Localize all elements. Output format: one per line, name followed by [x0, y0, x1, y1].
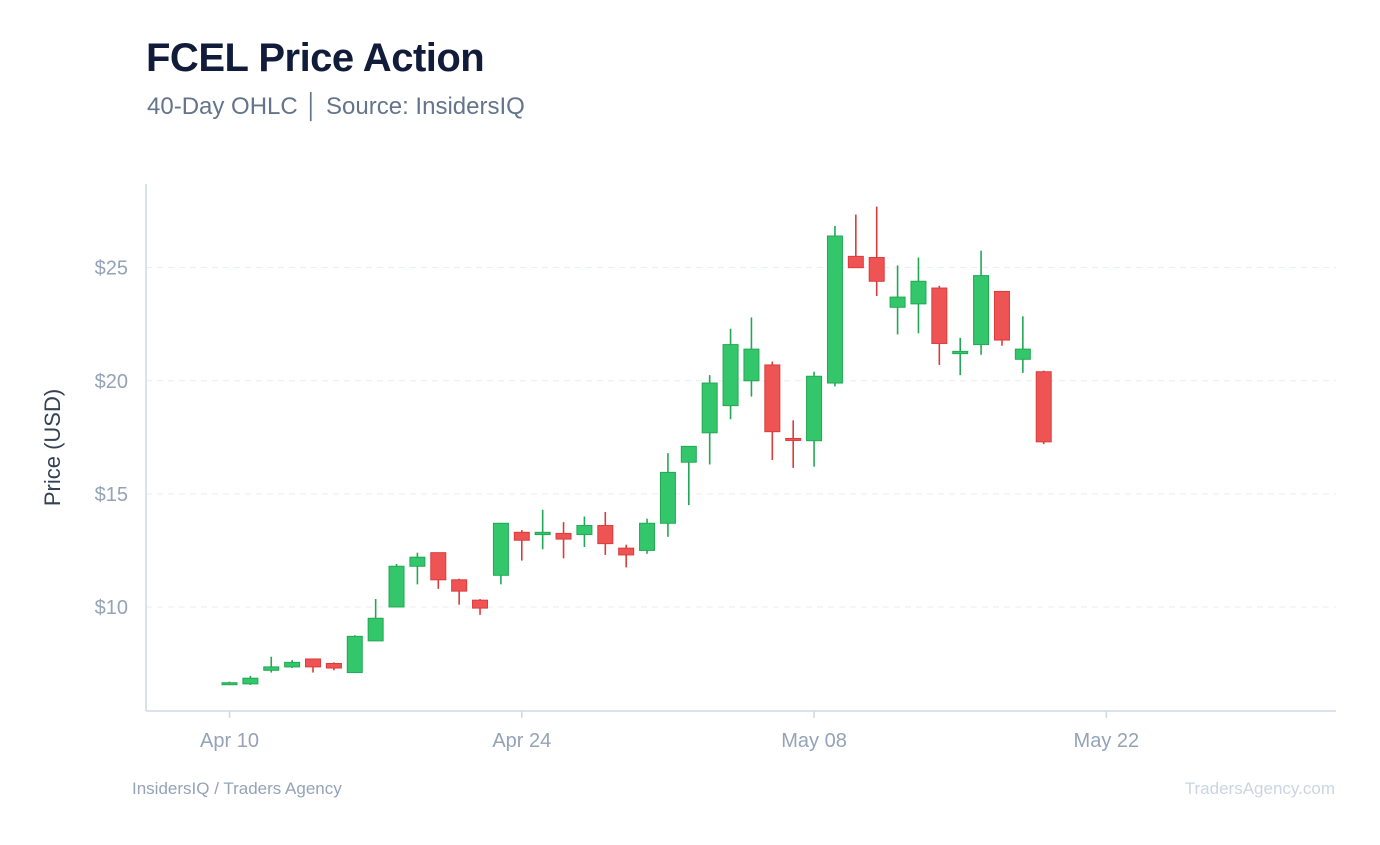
candle-body — [722, 344, 739, 407]
candle-up — [639, 518, 656, 554]
candle-up — [910, 257, 927, 334]
candle-body — [534, 531, 551, 536]
candle-down — [325, 662, 342, 671]
candle-up — [492, 522, 509, 585]
candle-body — [263, 666, 280, 671]
candle-up — [388, 563, 405, 608]
candle-up — [743, 317, 760, 397]
candle-up — [806, 371, 823, 467]
candle-up — [722, 328, 739, 420]
candle-body — [910, 280, 927, 305]
candle-down — [993, 290, 1010, 346]
candle-body — [785, 437, 802, 441]
candle-body — [346, 635, 363, 674]
candle-down — [555, 522, 572, 559]
candle-body — [367, 617, 384, 642]
candle-down — [931, 285, 948, 365]
candle-body — [492, 522, 509, 576]
candle-up — [576, 516, 593, 548]
candle-body — [576, 525, 593, 536]
candle-body — [847, 255, 864, 269]
candle-down — [764, 361, 781, 460]
candle-body — [325, 663, 342, 669]
candle-down — [451, 578, 468, 605]
candle-up — [242, 675, 259, 685]
candle-body — [889, 296, 906, 308]
candle-down — [847, 214, 864, 269]
footer-source: InsidersIQ / Traders Agency — [132, 779, 342, 798]
candle-body — [242, 677, 259, 685]
candle-body — [618, 547, 635, 556]
candle-body — [701, 382, 718, 434]
x-tick-label: Apr 24 — [492, 730, 551, 752]
candle-up — [826, 225, 843, 387]
grid-lines — [146, 267, 1336, 608]
y-axis-title: Price (USD) — [40, 389, 65, 506]
candle-down — [1035, 370, 1052, 445]
candle-up — [1014, 316, 1031, 373]
candle-body — [868, 257, 885, 282]
candle-body — [451, 579, 468, 592]
axes: $10 $15 $20 $25 Apr 10 Apr 24 May 08 May 22 — [95, 184, 1336, 752]
candle-down — [430, 552, 447, 589]
candle-body — [806, 375, 823, 442]
candle-body — [409, 556, 426, 567]
candle-down — [472, 599, 489, 615]
candle-up — [221, 681, 238, 686]
candle-body — [680, 445, 697, 463]
candle-body — [639, 522, 656, 551]
y-tick-label: $15 — [95, 484, 128, 506]
candle-down — [597, 511, 614, 555]
candle-body — [284, 661, 301, 668]
y-tick-label: $20 — [95, 371, 128, 393]
footer-brand: TradersAgency.com — [1184, 779, 1335, 798]
candle-up — [973, 250, 990, 355]
y-tick-label: $25 — [95, 258, 128, 280]
candle-down — [618, 544, 635, 568]
candle-up — [952, 337, 969, 376]
candle-up — [409, 552, 426, 585]
candle-up — [534, 509, 551, 550]
candle-body — [388, 565, 405, 608]
candle-body — [472, 599, 489, 609]
candle-down — [305, 658, 322, 673]
candle-body — [513, 531, 530, 541]
chart-title: FCEL Price Action — [146, 36, 485, 80]
x-tick-label: May 08 — [781, 730, 847, 752]
candles — [221, 206, 1052, 686]
candle-body — [993, 290, 1010, 341]
candle-up — [367, 599, 384, 642]
candle-body — [826, 235, 843, 384]
candle-up — [346, 635, 363, 674]
candle-body — [973, 275, 990, 346]
candle-body — [555, 532, 572, 540]
y-tick-label: $10 — [95, 597, 128, 619]
candle-up — [889, 265, 906, 335]
candle-down — [868, 206, 885, 296]
candle-body — [221, 682, 238, 686]
candle-body — [430, 552, 447, 581]
x-tick-label: May 22 — [1074, 730, 1140, 752]
x-tick-label: Apr 10 — [200, 730, 259, 752]
candle-body — [931, 287, 948, 344]
candle-down — [785, 420, 802, 468]
candle-body — [743, 348, 760, 382]
candle-down — [513, 530, 530, 561]
candle-up — [284, 660, 301, 669]
candle-body — [952, 350, 969, 355]
chart-subtitle: 40-Day OHLC │ Source: InsidersIQ — [147, 93, 525, 120]
candle-up — [263, 656, 280, 673]
candle-up — [680, 445, 697, 506]
candle-body — [764, 364, 781, 433]
candle-up — [659, 453, 676, 537]
candle-body — [659, 471, 676, 524]
candle-body — [305, 658, 322, 668]
candle-body — [1014, 348, 1031, 360]
candle-up — [701, 375, 718, 465]
candle-body — [1035, 371, 1052, 443]
candle-body — [597, 525, 614, 545]
